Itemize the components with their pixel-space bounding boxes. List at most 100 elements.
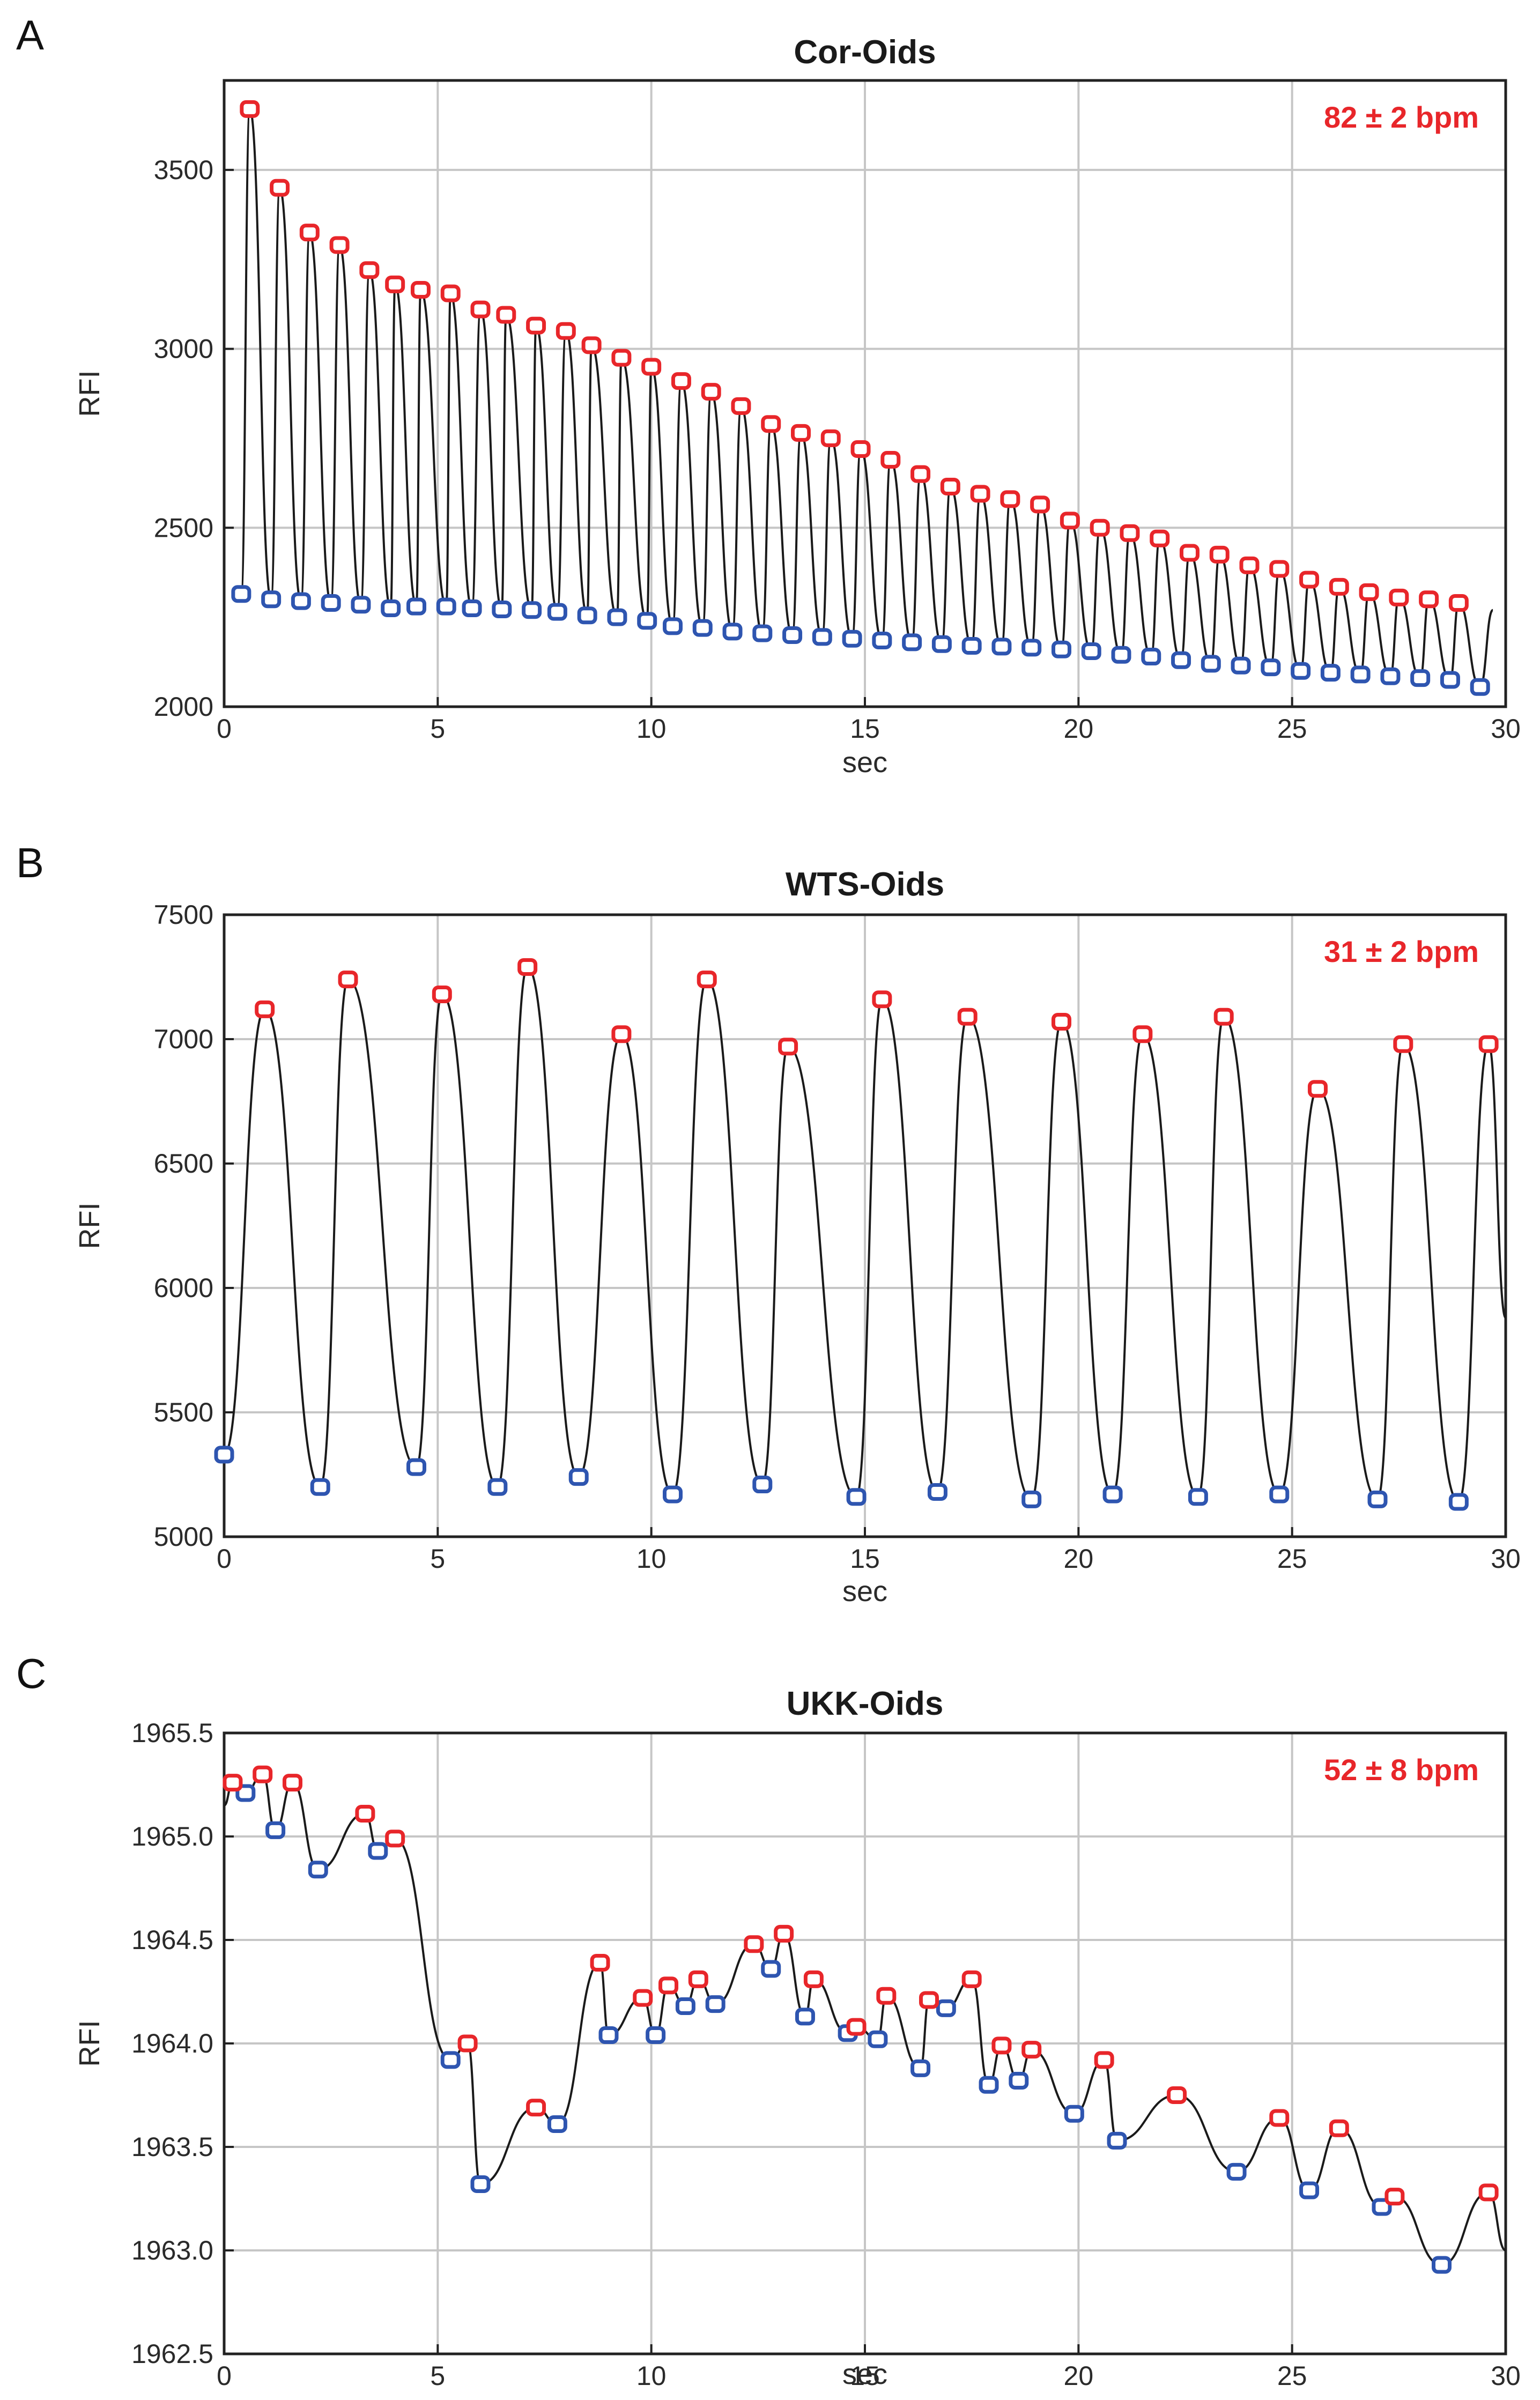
trough-marker (1440, 671, 1460, 689)
trough-marker (910, 2059, 931, 2077)
peak-marker (671, 372, 691, 390)
peak-marker (385, 275, 405, 293)
trough-marker (522, 601, 542, 619)
peak-marker (1051, 1013, 1071, 1031)
x-tick-label: 5 (430, 714, 445, 744)
x-axis-label: sec (842, 1575, 887, 1608)
trough-marker (991, 638, 1012, 656)
y-tick-label: 2000 (154, 692, 213, 722)
x-tick-label: 5 (430, 1544, 445, 1574)
x-tick-label: 15 (850, 714, 880, 744)
trough-marker (1350, 665, 1371, 684)
y-axis-label: RFI (73, 1203, 106, 1249)
trough-marker (440, 2051, 461, 2069)
trough-marker (1231, 656, 1251, 675)
trough-marker (406, 1458, 426, 1476)
y-tick-label: 1965.0 (131, 1821, 213, 1851)
bpm-annotation: 31 ± 2 bpm (1324, 935, 1479, 968)
peak-marker (1307, 1080, 1328, 1098)
trough-marker (1261, 658, 1281, 677)
peak-marker (633, 1989, 653, 2007)
peak-marker (701, 383, 721, 401)
x-tick-label: 10 (636, 714, 667, 744)
peak-marker (1132, 1025, 1153, 1043)
trough-marker (1291, 662, 1311, 680)
trough-marker (1111, 646, 1131, 664)
peak-marker (1359, 583, 1379, 601)
trough-marker (1299, 2181, 1320, 2199)
x-tick-label: 15 (850, 1544, 880, 1574)
peak-marker (1167, 2086, 1187, 2104)
x-tick-label: 25 (1277, 1544, 1307, 1574)
peak-marker (1030, 495, 1050, 514)
trough-marker (812, 628, 832, 646)
trough-marker (308, 1861, 328, 1879)
x-tick-label: 30 (1491, 714, 1521, 744)
peak-marker (440, 284, 461, 302)
trough-marker (607, 608, 627, 626)
chart-title: Cor-Oids (794, 34, 936, 71)
trough-marker (936, 1999, 956, 2017)
peak-marker (1021, 2041, 1042, 2059)
trough-marker (1367, 1490, 1388, 1508)
peak-marker (1329, 577, 1349, 596)
y-tick-label: 1965.5 (131, 1718, 213, 1748)
x-tick-label: 10 (636, 2361, 667, 2391)
peak-marker (1120, 524, 1140, 542)
peak-marker (385, 1829, 405, 1848)
trough-marker (261, 590, 282, 609)
chart-title: UKK-Oids (787, 1685, 944, 1722)
peak-marker (850, 440, 871, 458)
trough-marker (795, 2008, 815, 2026)
y-tick-label: 1964.0 (131, 2028, 213, 2058)
peak-marker (470, 300, 491, 318)
trough-marker (1226, 2162, 1247, 2181)
peak-marker (880, 450, 901, 469)
trough-marker (351, 596, 371, 614)
trough-marker (487, 1478, 508, 1496)
peak-marker (820, 429, 841, 447)
peak-marker (744, 1935, 764, 1953)
peak-marker (957, 1008, 978, 1026)
peak-marker (1448, 594, 1469, 612)
peak-marker (761, 415, 781, 433)
peak-marker (270, 179, 290, 197)
x-tick-label: 10 (636, 1544, 667, 1574)
x-axis-label: sec (842, 746, 887, 779)
trough-marker (1380, 667, 1401, 685)
trough-marker (291, 592, 311, 610)
trough-marker (663, 617, 683, 635)
x-tick-label: 20 (1064, 714, 1094, 744)
panel-letter: C (16, 1650, 46, 1697)
y-tick-label: 1964.5 (131, 1925, 213, 1955)
y-axis-label: RFI (73, 371, 106, 417)
trough-marker (646, 2026, 666, 2045)
trough-marker (470, 2175, 491, 2193)
trough-marker (1021, 1490, 1042, 1508)
y-tick-label: 6000 (154, 1273, 213, 1303)
trough-marker (872, 632, 892, 650)
peak-marker (611, 1025, 632, 1043)
y-tick-label: 7500 (154, 900, 213, 930)
trough-marker (761, 1960, 781, 1978)
trough-marker (1269, 1485, 1290, 1503)
panel-a: A Cor-Oids 0 5 10 15 20 25 30 2000 2500 3000 3500 sec… (0, 0, 1540, 804)
x-axis-label: sec (842, 2358, 887, 2390)
peak-marker (282, 1774, 302, 1792)
trough-marker (1201, 655, 1221, 673)
peak-marker (611, 349, 632, 367)
panel-b: B WTS-Oids 0 5 10 15 20 25 30 5000 5500 6000 6500 700… (0, 804, 1540, 1609)
peak-marker (1209, 545, 1230, 564)
peak-marker (778, 1038, 798, 1056)
x-tick-label: 30 (1491, 1544, 1521, 1574)
trough-marker (368, 1842, 388, 1860)
trough-marker (598, 2026, 619, 2045)
trough-marker (752, 1476, 773, 1494)
trough-marker (1141, 648, 1161, 666)
y-tick-label: 7000 (154, 1024, 213, 1054)
trough-marker (961, 637, 982, 655)
trough-marker (663, 1485, 683, 1503)
chart-wts-oids: B WTS-Oids 0 5 10 15 20 25 30 5000 5500 6000 6500 700… (16, 839, 1521, 1608)
peak-marker (329, 236, 350, 254)
peak-marker (641, 358, 662, 376)
